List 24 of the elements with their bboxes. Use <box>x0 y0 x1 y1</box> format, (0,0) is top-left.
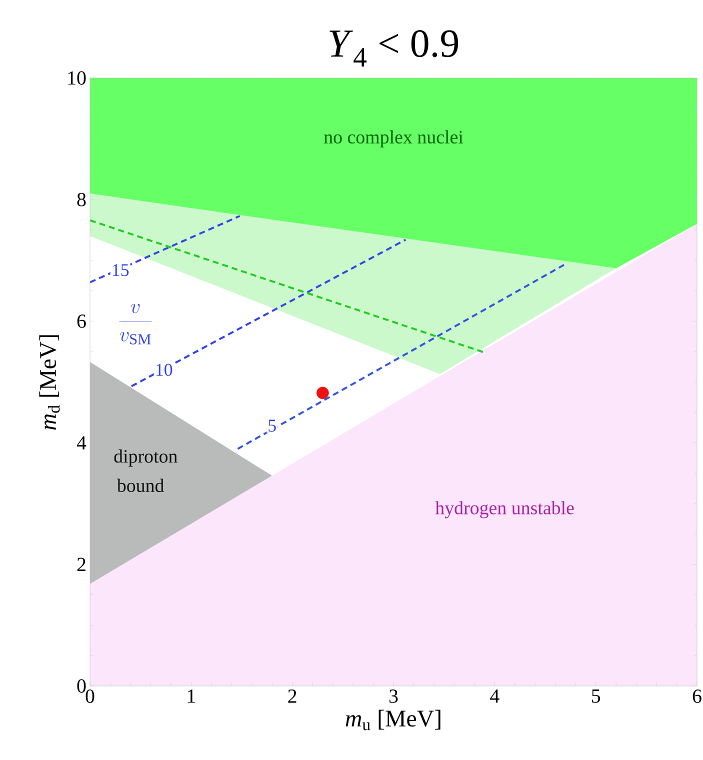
y-tick-label: 6 <box>77 314 86 328</box>
annotation: 5 <box>268 420 276 432</box>
annotation: hydrogen unstable <box>435 501 574 518</box>
x-axis-title: m$_{u}$ [MeV] <box>346 710 440 730</box>
annotation: diproton <box>114 449 178 467</box>
y-tick-label: 8 <box>77 192 86 206</box>
annotation: 10 <box>156 364 172 376</box>
annotation: bound <box>116 478 164 492</box>
x-tick-label: 0 <box>86 690 94 703</box>
x-tick-label: 5 <box>592 690 600 703</box>
annotation: no complex nuclei <box>324 130 464 148</box>
y-tick-label: 2 <box>77 558 86 571</box>
y-axis-title: m$_{d}$ [MeV] <box>39 335 60 430</box>
x-tick-label: 1 <box>188 690 195 703</box>
y-tick-label: 10 <box>68 71 86 85</box>
annotation: $\frac{v}{v_{\mathrm{SM}}}$ <box>119 304 152 344</box>
annotation: 15 <box>112 264 129 276</box>
x-tick-label: 6 <box>692 690 702 703</box>
x-tick-label: 4 <box>490 690 500 703</box>
chart-title: Y$_{4}$ < 0.9 <box>330 30 458 66</box>
y-tick-label: 4 <box>76 436 86 450</box>
y-tick-label: 0 <box>77 679 86 693</box>
x-tick-label: 2 <box>288 690 296 703</box>
x-tick-label: 3 <box>389 690 398 703</box>
